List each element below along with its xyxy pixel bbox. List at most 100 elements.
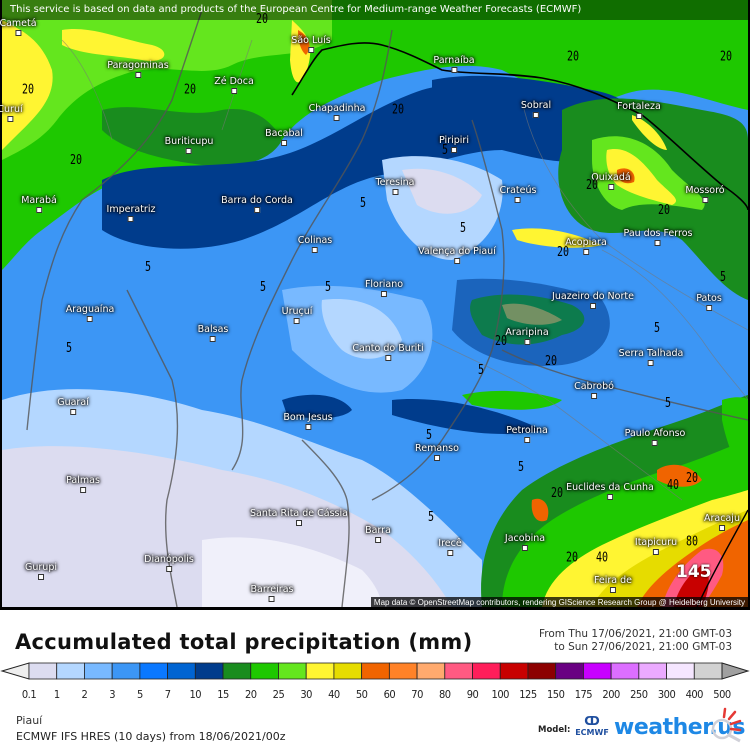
city-label[interactable]: Piripiri bbox=[439, 135, 469, 153]
legend-title: Accumulated total precipitation (mm) bbox=[15, 630, 473, 654]
city-label[interactable]: Mossoró bbox=[685, 185, 725, 203]
city-marker-icon bbox=[281, 140, 287, 146]
city-name: Colinas bbox=[297, 235, 333, 246]
city-label[interactable]: Santa Rita de Cássia bbox=[250, 508, 348, 526]
city-name: Balsas bbox=[197, 324, 229, 335]
scale-tick-label: 7 bbox=[164, 688, 171, 701]
contour-value: 20 bbox=[495, 334, 508, 349]
city-label[interactable]: Araripina bbox=[505, 327, 549, 345]
city-name: Aracaju bbox=[704, 513, 740, 524]
scale-swatch bbox=[56, 662, 85, 680]
contour-value: 20 bbox=[566, 551, 579, 566]
city-name: Jacobina bbox=[504, 533, 546, 544]
city-marker-icon bbox=[533, 112, 539, 118]
city-label[interactable]: Euclides da Cunha bbox=[566, 482, 654, 500]
city-name: Patos bbox=[696, 293, 722, 304]
city-marker-icon bbox=[433, 455, 440, 461]
model-label: Model: bbox=[538, 725, 571, 735]
city-label[interactable]: Cametá bbox=[0, 18, 37, 36]
city-label[interactable]: Floriano bbox=[365, 279, 403, 297]
city-label[interactable]: Teresina bbox=[375, 177, 415, 195]
city-name: Bom Jesus bbox=[283, 412, 333, 423]
city-label[interactable]: Uruçuí bbox=[282, 306, 312, 324]
city-label[interactable]: Fortaleza bbox=[617, 101, 661, 119]
city-label[interactable]: Itapicuru bbox=[635, 537, 677, 555]
scale-tick-label: 300 bbox=[657, 688, 676, 701]
city-label[interactable]: Valença do Piauí bbox=[418, 246, 496, 264]
city-marker-icon bbox=[253, 207, 260, 213]
city-label[interactable]: Quixadá bbox=[591, 172, 631, 190]
city-label[interactable]: Bom Jesus bbox=[283, 412, 333, 430]
city-name: Euclides da Cunha bbox=[566, 482, 654, 493]
city-label[interactable]: Acopiara bbox=[565, 237, 607, 255]
city-label[interactable]: Colinas bbox=[297, 235, 333, 253]
city-marker-icon bbox=[636, 113, 642, 119]
scale-tick-label: 3 bbox=[109, 688, 116, 701]
city-name: Acopiara bbox=[565, 237, 607, 248]
city-marker-icon bbox=[307, 47, 314, 53]
city-label[interactable]: Barra bbox=[365, 525, 391, 543]
city-marker-icon bbox=[706, 305, 712, 311]
city-marker-icon bbox=[454, 258, 460, 264]
sun-magnifier-icon bbox=[711, 707, 742, 743]
city-label[interactable]: Aracaju bbox=[704, 513, 740, 531]
city-marker-icon bbox=[166, 566, 172, 572]
city-label[interactable]: Canto do Buriti bbox=[352, 343, 424, 361]
city-label[interactable]: Barra do Corda bbox=[221, 195, 293, 213]
city-label[interactable]: Buriticupu bbox=[164, 136, 214, 154]
city-label[interactable]: Gurupi bbox=[25, 562, 57, 580]
city-label[interactable]: Crateús bbox=[500, 185, 536, 203]
city-label[interactable]: Pau dos Ferros bbox=[624, 228, 692, 246]
city-label[interactable]: Sobral bbox=[521, 100, 551, 118]
city-label[interactable]: Jacobina bbox=[505, 533, 545, 551]
city-marker-icon bbox=[655, 240, 661, 246]
contour-value: 20 bbox=[686, 471, 699, 486]
city-label[interactable]: Dianópolis bbox=[144, 554, 194, 572]
city-label[interactable]: Barreiras bbox=[251, 584, 293, 602]
max-precipitation-value: 145 bbox=[676, 562, 712, 582]
city-marker-icon bbox=[610, 587, 616, 593]
map-attribution[interactable]: Map data © OpenStreetMap contributors, r… bbox=[370, 597, 748, 608]
city-name: Valença do Piauí bbox=[418, 246, 496, 257]
contour-value: 80 bbox=[686, 535, 699, 550]
contour-value: 5 bbox=[460, 221, 467, 236]
city-marker-icon bbox=[186, 148, 192, 154]
city-label[interactable]: Imperatriz bbox=[107, 204, 155, 222]
city-label[interactable]: Palmas bbox=[66, 475, 100, 493]
city-label[interactable]: Paulo Afonso bbox=[625, 428, 685, 446]
city-label[interactable]: Chapadinha bbox=[309, 103, 365, 121]
city-label[interactable]: Guaraí bbox=[57, 397, 89, 415]
city-label[interactable]: Remanso bbox=[415, 443, 459, 461]
city-name: Gurupi bbox=[25, 562, 57, 573]
city-label[interactable]: Petrolina bbox=[506, 425, 548, 443]
city-label[interactable]: Araguaína bbox=[66, 304, 114, 322]
weather-us-logo[interactable]: weather.us bbox=[614, 707, 746, 743]
city-label[interactable]: Cabrobó bbox=[574, 381, 614, 399]
precipitation-map[interactable]: This service is based on data and produc… bbox=[0, 0, 750, 610]
city-label[interactable]: Patos bbox=[696, 293, 722, 311]
city-label[interactable]: Paragominas bbox=[107, 60, 169, 78]
city-label[interactable]: Bacabal bbox=[265, 128, 303, 146]
city-marker-icon bbox=[134, 72, 141, 78]
city-label[interactable]: Balsas bbox=[197, 324, 229, 342]
city-label[interactable]: Juazeiro do Norte bbox=[552, 291, 634, 309]
city-marker-icon bbox=[590, 303, 596, 309]
city-label[interactable]: Irecê bbox=[438, 538, 462, 556]
city-name: Barra do Corda bbox=[221, 195, 293, 206]
scale-tick-label: 80 bbox=[439, 688, 451, 701]
city-label[interactable]: São Luís bbox=[291, 35, 331, 53]
ecmwf-logo[interactable]: ↀ ECMWF bbox=[574, 714, 610, 744]
city-name: Buriticupu bbox=[164, 136, 214, 147]
city-name: Itapicuru bbox=[634, 537, 678, 548]
city-label[interactable]: Marabá bbox=[21, 195, 57, 213]
city-label[interactable]: Serra Talhada bbox=[619, 348, 683, 366]
scale-swatch bbox=[444, 662, 473, 680]
contour-value: 5 bbox=[720, 270, 727, 285]
city-label[interactable]: Zé Doca bbox=[214, 76, 254, 94]
city-label[interactable]: Parnaíba bbox=[433, 55, 475, 73]
contour-value: 20 bbox=[586, 178, 599, 193]
city-name: Canto do Buriti bbox=[352, 343, 424, 354]
scale-tick-label: 200 bbox=[602, 688, 620, 701]
city-label[interactable]: Feira de bbox=[594, 575, 632, 593]
city-label[interactable]: Curuí bbox=[0, 104, 23, 122]
